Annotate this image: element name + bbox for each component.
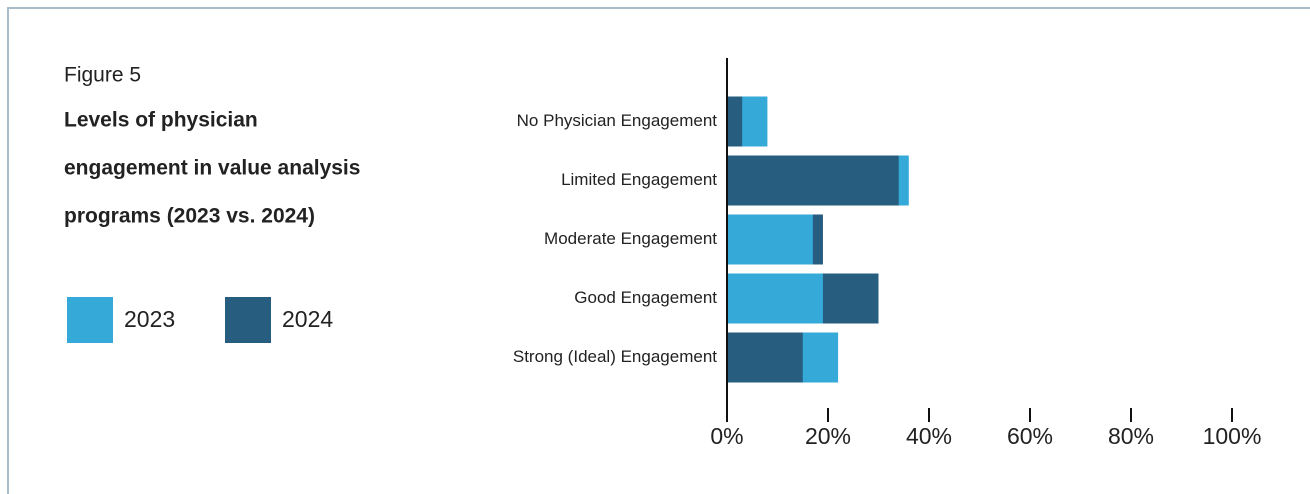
x-tick-label: 100% [1203, 423, 1262, 449]
x-tick-label: 20% [805, 423, 851, 449]
bar [727, 96, 743, 147]
x-tick-label: 80% [1108, 423, 1154, 449]
y-tick-label: Strong (Ideal) Engagement [513, 347, 717, 366]
frame [7, 7, 1310, 494]
bar [727, 214, 813, 265]
legend-swatch [67, 297, 113, 343]
chart-title: programs (2023 vs. 2024) [64, 205, 315, 228]
legend-swatch [225, 297, 271, 343]
y-tick-label: No Physician Engagement [517, 111, 718, 130]
legend-label: 2024 [282, 306, 333, 332]
y-tick-label: Moderate Engagement [544, 229, 717, 248]
chart-title: engagement in value analysis [64, 157, 360, 180]
bar [727, 332, 803, 383]
x-tick-label: 40% [906, 423, 952, 449]
x-tick-label: 0% [710, 423, 743, 449]
bar [727, 273, 823, 324]
y-tick-label: Limited Engagement [561, 170, 717, 189]
figure-label: Figure 5 [64, 64, 141, 87]
bar [727, 155, 899, 206]
y-tick-label: Good Engagement [574, 288, 717, 307]
chart-title: Levels of physician [64, 109, 258, 132]
legend-label: 2023 [124, 306, 175, 332]
x-tick-label: 60% [1007, 423, 1053, 449]
